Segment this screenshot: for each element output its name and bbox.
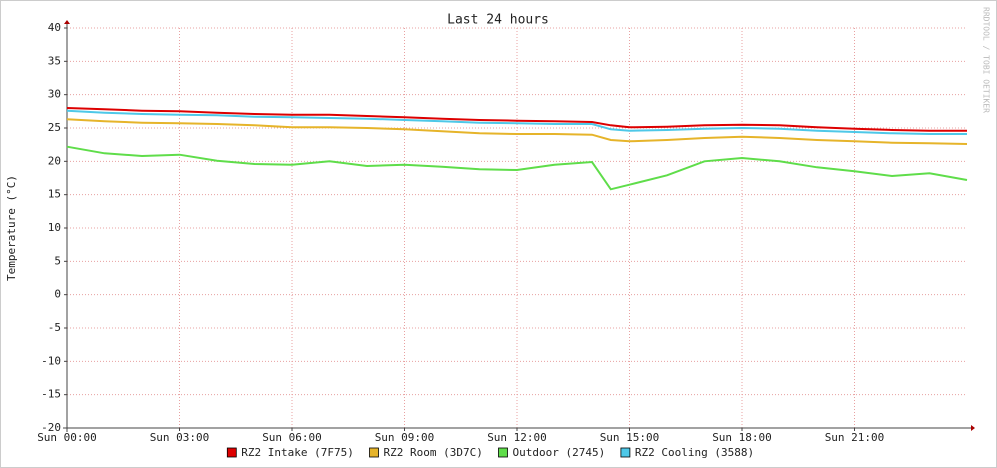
x-tick-label: Sun 21:00 (825, 431, 885, 444)
series-line (66, 145, 968, 191)
y-tick-label: 10 (48, 221, 61, 234)
y-tick-label: 40 (48, 21, 61, 34)
y-tick-label: 25 (48, 121, 61, 134)
series-line (66, 109, 967, 135)
legend-swatch (620, 447, 631, 458)
legend-swatch (498, 447, 508, 458)
y-tick-label: 5 (54, 254, 61, 267)
x-tick-label: Sun 06:00 (262, 431, 322, 444)
legend-label: Outdoor (2745) (513, 446, 606, 459)
y-axis-arrow (64, 20, 70, 24)
y-tick-label: 15 (48, 188, 61, 201)
x-tick-label: Sun 18:00 (712, 431, 772, 444)
chart-title: Last 24 hours (447, 13, 549, 28)
series-line (66, 107, 967, 132)
x-axis-arrow (971, 425, 975, 431)
y-tick-label: -10 (41, 354, 61, 367)
y-axis-label: Temperature (°C) (5, 175, 18, 281)
x-tick-label: Sun 00:00 (37, 431, 97, 444)
series-line (66, 118, 968, 145)
y-tick-label: 30 (48, 88, 61, 101)
legend-label: RZ2 Room (3D7C) (384, 446, 483, 459)
y-tick-label: -20 (41, 421, 61, 434)
y-tick-label: -15 (41, 388, 61, 401)
x-tick-label: Sun 03:00 (150, 431, 210, 444)
y-tick-label: 20 (48, 154, 61, 167)
legend-label: RZ2 Cooling (3588) (635, 446, 754, 459)
legend-swatch (226, 447, 237, 458)
legend-swatch (369, 447, 379, 458)
watermark: RRDTOOL / TOBI OETIKER (982, 7, 991, 113)
legend-label: RZ2 Intake (7F75) (241, 446, 354, 459)
x-tick-label: Sun 09:00 (375, 431, 435, 444)
y-tick-label: 35 (48, 54, 61, 67)
y-tick-label: 0 (54, 288, 61, 301)
x-tick-label: Sun 12:00 (487, 431, 547, 444)
x-tick-label: Sun 15:00 (600, 431, 660, 444)
y-tick-label: -5 (48, 321, 61, 334)
